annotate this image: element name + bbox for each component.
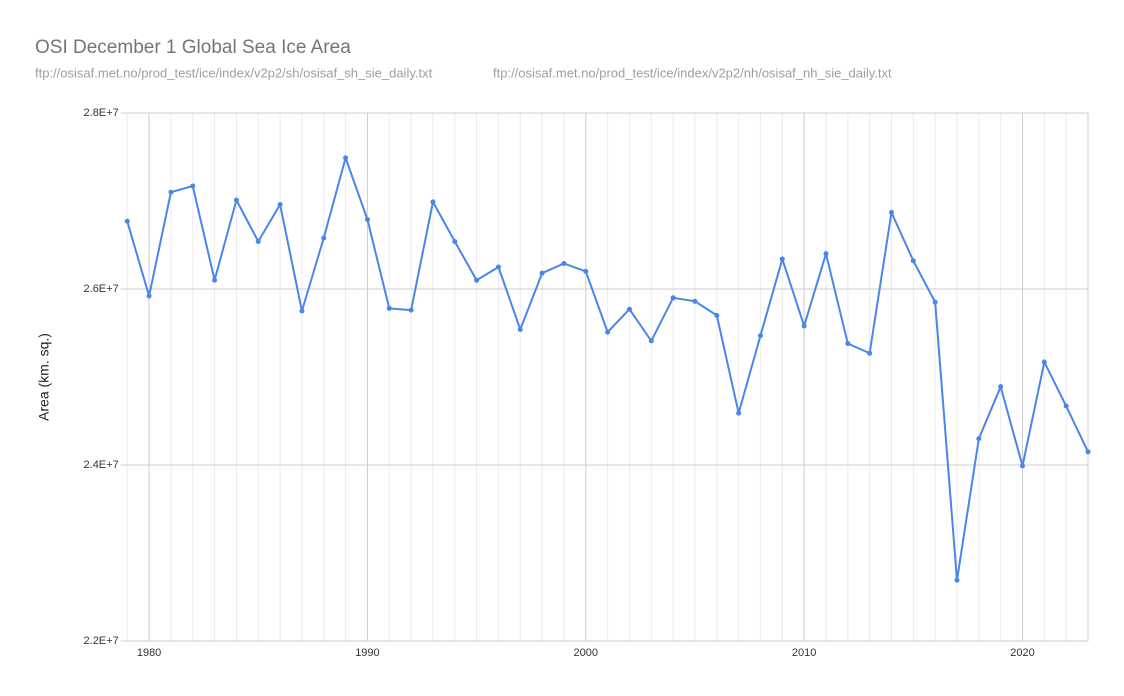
data-point <box>692 298 698 304</box>
data-point <box>168 189 174 195</box>
data-point <box>430 199 436 205</box>
data-point <box>495 264 501 270</box>
data-point <box>146 293 152 299</box>
x-tick-label: 1980 <box>137 647 161 659</box>
data-point <box>386 305 392 311</box>
data-point <box>1085 449 1091 455</box>
data-point <box>626 306 632 312</box>
data-point <box>888 209 894 215</box>
data-point <box>408 307 414 313</box>
data-point <box>299 308 305 314</box>
data-point <box>845 341 851 347</box>
data-point <box>801 323 807 329</box>
plot <box>124 154 1091 583</box>
data-point <box>954 577 960 583</box>
data-point <box>1019 463 1025 469</box>
data-point <box>714 312 720 318</box>
data-point <box>190 183 196 189</box>
data-point <box>539 270 545 276</box>
data-point <box>670 295 676 301</box>
subtitle: ftp://osisaf.met.no/prod_test/ice/index/… <box>493 65 892 80</box>
data-point <box>823 251 829 257</box>
data-point <box>910 258 916 264</box>
data-point <box>364 216 370 222</box>
data-point <box>932 299 938 305</box>
y-axis-title: Area (km. sq.) <box>36 333 52 421</box>
major-grid: 2.2E+7 2.4E+7 2.6E+7 2.8E+7 1980 1990 2000 2010… <box>84 107 1089 659</box>
data-point <box>561 260 567 266</box>
data-point <box>605 329 611 335</box>
data-point <box>648 338 654 344</box>
data-point <box>779 256 785 262</box>
data-point <box>517 326 523 332</box>
data-point <box>124 218 130 224</box>
x-tick-label: 2010 <box>792 647 816 659</box>
y-tick-label: 2.4E+7 <box>84 459 119 471</box>
y-tick-label: 2.6E+7 <box>84 283 119 295</box>
data-point <box>343 155 349 161</box>
data-point <box>1063 403 1069 409</box>
subtitle: ftp://osisaf.met.no/prod_test/ice/index/… <box>35 65 433 80</box>
data-point <box>277 202 283 208</box>
x-tick-label: 2020 <box>1010 647 1034 659</box>
data-point <box>474 277 480 283</box>
data-point <box>212 277 218 283</box>
data-point <box>583 268 589 274</box>
data-point <box>255 238 261 244</box>
y-tick-label: 2.8E+7 <box>84 107 119 119</box>
chart-title: OSI December 1 Global Sea Ice Area <box>35 37 351 58</box>
data-point <box>233 197 239 203</box>
data-point <box>1041 359 1047 365</box>
x-tick-label: 1990 <box>355 647 379 659</box>
data-point <box>452 238 458 244</box>
data-point <box>867 350 873 356</box>
minor-grid <box>126 113 1067 641</box>
data-point <box>736 410 742 416</box>
data-point <box>321 235 327 241</box>
x-tick-label: 2000 <box>574 647 598 659</box>
data-point <box>976 436 982 442</box>
data-point <box>757 333 763 339</box>
y-tick-label: 2.2E+7 <box>84 635 119 647</box>
data-point <box>998 384 1004 390</box>
